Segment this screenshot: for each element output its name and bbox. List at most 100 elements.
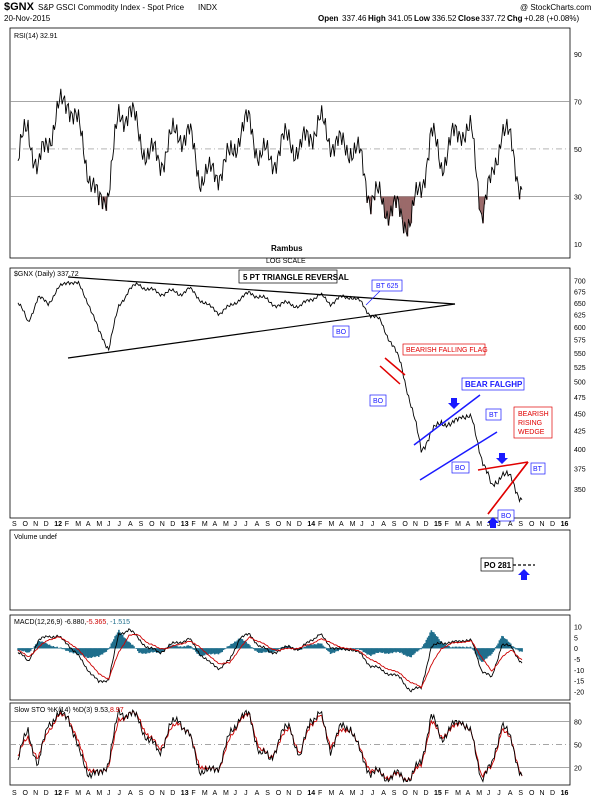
volume-label: Volume undef (14, 534, 57, 541)
price-tick-label: 625 (574, 313, 586, 320)
low-value: 336.52 (432, 14, 457, 23)
price-tick-label: 525 (574, 365, 586, 372)
month-tick-label: F (318, 521, 322, 528)
macd-label-signal: -5.365 (86, 619, 106, 626)
month-tick-label: A (86, 521, 91, 528)
chart-header: $GNX S&P GSCI Commodity Index - Spot Pri… (4, 1, 592, 23)
symbol-title: $GNX (4, 1, 35, 13)
month-tick-label: O (402, 521, 408, 528)
annotation-bo2: BO (373, 398, 384, 405)
price-tick-label: 550 (574, 351, 586, 358)
month-tick-label: F (65, 521, 69, 528)
month-tick-label: 15 (434, 521, 442, 528)
month-tick-label: A (466, 790, 471, 797)
month-tick-label: D (44, 521, 49, 528)
month-tick-label: D (550, 790, 555, 797)
month-tick-label: 14 (307, 521, 315, 528)
annotation-bo3: BO (455, 465, 466, 472)
month-tick-label: F (65, 790, 69, 797)
macd-tick-label: -10 (574, 668, 584, 675)
annotation-wedge-3: WEDGE (518, 429, 545, 436)
month-tick-label: N (160, 790, 165, 797)
month-tick-label: J (118, 790, 122, 797)
macd-label-hist: , -1.515 (106, 619, 130, 626)
price-tick-label: 425 (574, 429, 586, 436)
month-tick-label: N (413, 521, 418, 528)
annotation-bear-flag: BEAR FALGHP (465, 380, 523, 389)
month-tick-label: D (423, 790, 428, 797)
month-tick-label: A (212, 521, 217, 528)
annotation-wedge-2: RISING (518, 420, 542, 427)
month-tick-label: O (529, 521, 535, 528)
month-tick-label: D (423, 521, 428, 528)
month-tick-label: F (445, 790, 449, 797)
macd-histogram-bar (521, 648, 523, 652)
month-tick-label: M (350, 521, 356, 528)
rsi-tick-label: 70 (574, 99, 582, 106)
arrow-down-icon-2 (496, 453, 508, 464)
month-tick-label: 13 (181, 521, 189, 528)
month-tick-label: N (540, 521, 545, 528)
price-tick-label: 400 (574, 447, 586, 454)
month-tick-label: A (128, 521, 133, 528)
month-tick-label: J (360, 790, 364, 797)
macd-label: MACD(12,26,9) -6.880,-5.365, -1.515 (14, 619, 130, 626)
price-tick-label: 675 (574, 289, 586, 296)
macd-histogram-bar (494, 648, 496, 650)
exchange-label: INDX (198, 3, 218, 12)
stochastic-tick-label: 80 (574, 719, 582, 726)
rsi-tick-label: 90 (574, 52, 582, 59)
month-tick-label: A (508, 521, 513, 528)
month-tick-label: O (149, 521, 155, 528)
symbol-name: S&P GSCI Commodity Index - Spot Price (38, 3, 185, 12)
stochastic-tick-label: 50 (574, 743, 582, 750)
open-value: 337.46 (342, 14, 367, 23)
chart-subtitle: LOG SCALE (266, 258, 306, 265)
price-tick-label: 500 (574, 380, 586, 387)
low-label: Low (414, 14, 431, 23)
month-tick-label: A (86, 790, 91, 797)
month-tick-label: D (170, 790, 175, 797)
triangle-lower-line (68, 304, 455, 358)
annotation-falling-flag: BEARISH FALLING FLAG (406, 347, 488, 354)
month-tick-label: M (350, 790, 356, 797)
arrow-down-icon-1 (448, 398, 460, 409)
price-tick-label: 700 (574, 278, 586, 285)
annotation-bt2: BT (533, 466, 543, 473)
month-tick-label: S (265, 521, 270, 528)
month-tick-label: 16 (561, 790, 569, 797)
month-tick-label: A (255, 790, 260, 797)
high-value: 341.05 (388, 14, 413, 23)
annotation-bo4: BO (501, 513, 512, 520)
month-tick-label: J (244, 790, 248, 797)
stochastic-label: Slow STO %K(14) %D(3) 9.53,8.97 (14, 707, 124, 714)
rsi-line (18, 89, 522, 237)
month-tick-label: S (139, 790, 144, 797)
annotation-po: PO 281 (484, 561, 512, 570)
month-tick-label: M (75, 521, 81, 528)
price-frame (10, 268, 570, 518)
macd-tick-label: 5 (574, 635, 578, 642)
watermark: @ StockCharts.com (520, 3, 592, 12)
month-tick-label: 12 (54, 790, 62, 797)
high-label: High (368, 14, 386, 23)
month-tick-label: O (402, 790, 408, 797)
macd-histogram-bar (133, 646, 135, 648)
month-tick-label: M (75, 790, 81, 797)
chg-value: +0.28 (+0.08%) (524, 14, 579, 23)
macd-tick-label: -5 (574, 657, 580, 664)
month-tick-label: N (33, 790, 38, 797)
month-tick-label: A (381, 521, 386, 528)
price-tick-label: 350 (574, 487, 586, 494)
month-tick-label: F (191, 790, 195, 797)
macd-signal-line (18, 634, 522, 688)
month-tick-label: M (96, 521, 102, 528)
volume-panel: Volume undef PO 281 (10, 530, 570, 610)
month-tick-label: M (476, 790, 482, 797)
month-tick-label: 16 (561, 521, 569, 528)
month-tick-label: N (286, 521, 291, 528)
